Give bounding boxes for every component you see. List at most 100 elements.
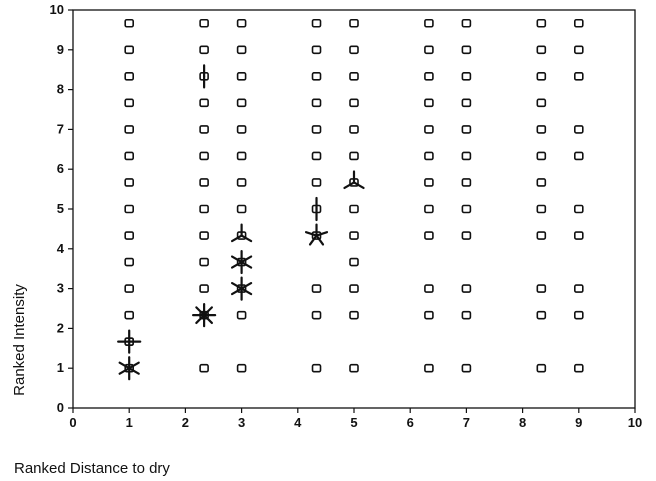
y-tick-label: 10 (50, 2, 64, 17)
sunflower-petal (304, 231, 318, 237)
sunflower-petal (118, 367, 131, 375)
data-point (461, 231, 472, 240)
sunflower-point (311, 196, 322, 222)
sunflower-point (230, 249, 253, 275)
sunflower-petal (230, 282, 243, 290)
data-point (236, 45, 247, 55)
data-point (536, 151, 547, 161)
data-point (461, 98, 472, 108)
sunflower-point (192, 303, 217, 328)
data-point (124, 257, 134, 267)
data-point (573, 310, 584, 320)
data-point (536, 125, 547, 134)
x-tick-label: 5 (350, 415, 357, 430)
data-point (536, 45, 547, 55)
data-point (199, 204, 209, 214)
sunflower-petal (308, 234, 318, 246)
sunflower-petal (230, 234, 243, 243)
sunflower-point (343, 170, 365, 190)
sunflower-petal (128, 361, 140, 370)
data-point (349, 151, 359, 161)
sunflower-petal (203, 306, 213, 317)
x-axis-title: Ranked Distance to dry (14, 460, 170, 477)
x-tick-labels: 0 1 2 3 4 5 6 7 8 9 10 (69, 415, 642, 430)
data-point (236, 178, 247, 187)
data-points (124, 18, 584, 373)
sunflower-point (118, 356, 140, 381)
sunflower-petal (203, 314, 213, 325)
data-point (536, 72, 547, 81)
x-tick-label: 8 (519, 415, 526, 430)
x-tick-label: 6 (407, 415, 414, 430)
data-point (349, 18, 359, 28)
data-point (461, 125, 472, 134)
y-tick-label: 9 (57, 42, 64, 57)
data-point (461, 178, 472, 187)
y-tick-label: 1 (57, 360, 64, 375)
data-point (349, 98, 359, 108)
data-point (424, 284, 434, 293)
data-point (424, 151, 434, 161)
sunflower-petal (230, 287, 243, 296)
data-point (311, 363, 322, 373)
data-point (349, 363, 359, 373)
x-tick-label: 0 (69, 415, 76, 430)
data-point (461, 363, 472, 373)
data-point (536, 204, 547, 214)
data-point (349, 204, 359, 214)
data-point (536, 98, 547, 108)
x-tick-label: 2 (182, 415, 189, 430)
sunflower-petal (343, 181, 356, 190)
data-point (124, 310, 134, 320)
data-point (536, 231, 547, 240)
x-tick-label: 9 (575, 415, 582, 430)
y-tick-label: 6 (57, 161, 64, 176)
data-point (124, 125, 134, 134)
y-tick-label: 8 (57, 82, 64, 97)
data-point (573, 231, 584, 240)
sunflower-point (199, 64, 209, 89)
sunflower-point (117, 329, 142, 354)
data-point (236, 151, 247, 161)
data-point (236, 125, 247, 134)
sunflower-markers (117, 64, 365, 381)
axis-ticks (68, 9, 636, 413)
data-point (311, 178, 322, 187)
y-tick-label: 4 (57, 241, 65, 256)
data-point (311, 310, 322, 320)
x-tick-label: 3 (238, 415, 245, 430)
data-point (349, 72, 359, 81)
x-tick-label: 1 (126, 415, 133, 430)
data-point (199, 45, 209, 55)
data-point (199, 178, 209, 187)
data-point (573, 72, 584, 81)
data-point (349, 310, 359, 320)
sunflower-petal (118, 361, 131, 370)
data-point (573, 284, 584, 293)
y-tick-label: 7 (57, 121, 64, 136)
data-point (199, 98, 209, 108)
data-point (424, 178, 434, 187)
data-point (199, 151, 209, 161)
sunflower-petal (352, 181, 365, 190)
data-point (573, 125, 584, 134)
data-point (199, 257, 209, 267)
x-tick-label: 4 (294, 415, 302, 430)
data-point (236, 98, 247, 108)
data-point (573, 151, 584, 161)
data-point (124, 151, 134, 161)
data-point (461, 18, 472, 28)
y-tick-label: 0 (57, 400, 64, 415)
sunflower-petal (195, 306, 206, 317)
sunflower-point (230, 276, 253, 301)
data-point (199, 231, 209, 240)
sunflower-petal (240, 255, 253, 264)
data-point (311, 18, 322, 28)
y-tick-label: 5 (57, 201, 64, 216)
data-point (124, 284, 134, 293)
sunflower-petal (230, 260, 243, 269)
data-point (236, 363, 247, 373)
data-point (536, 284, 547, 293)
data-point (124, 231, 134, 240)
